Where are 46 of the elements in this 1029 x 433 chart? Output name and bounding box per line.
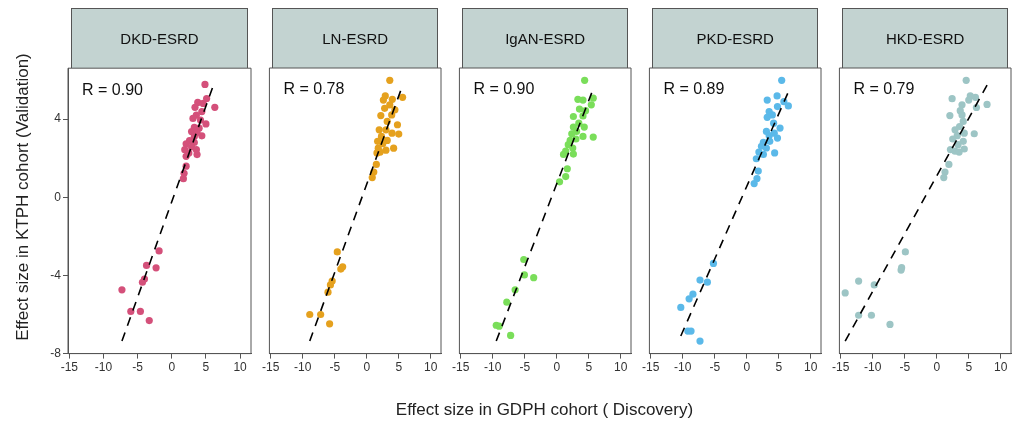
- x-tick-label: -15: [60, 360, 79, 375]
- chart-title: DKD-ESRD: [71, 8, 248, 68]
- x-tick-label: -15: [832, 360, 850, 375]
- x-tick-label: -5: [329, 360, 341, 375]
- x-tick-label: -5: [132, 360, 144, 375]
- chart-title: PKD-ESRD: [652, 8, 818, 68]
- x-tick-label: -5: [899, 360, 911, 375]
- x-tick-label: 10: [804, 360, 818, 375]
- x-tick-label: 0: [363, 360, 371, 375]
- annotation: R = 0.78: [283, 80, 345, 98]
- x-tick-label: 5: [202, 360, 210, 375]
- x-tick-label: 0: [933, 360, 941, 375]
- x-axis-title: Effect size in GDPH cohort ( Discovery): [394, 400, 695, 420]
- annotation: R = 0.90: [82, 80, 144, 98]
- x-tick-label: 5: [775, 360, 783, 375]
- x-tick-label: -10: [94, 360, 113, 375]
- y-tick-label: 4: [54, 111, 62, 126]
- x-tick-label: -15: [452, 360, 470, 375]
- x-tick-label: 10: [994, 360, 1008, 375]
- y-tick-label: 0: [54, 189, 62, 204]
- chart-title: IgAN-ESRD: [462, 8, 628, 68]
- annotation: R = 0.89: [663, 80, 725, 98]
- x-tick-label: 5: [395, 360, 403, 375]
- x-tick-label: -10: [864, 360, 882, 375]
- x-tick-label: -10: [674, 360, 692, 375]
- y-tick-label: -8: [50, 345, 62, 360]
- x-tick-label: 10: [614, 360, 628, 375]
- x-tick-label: -15: [642, 360, 660, 375]
- annotation: R = 0.79: [853, 80, 915, 98]
- annotation: R = 0.90: [473, 80, 535, 98]
- x-tick-label: 0: [553, 360, 561, 375]
- x-tick-label: 10: [233, 360, 248, 375]
- chart-title: LN-ESRD: [272, 8, 438, 68]
- x-tick-label: 5: [585, 360, 593, 375]
- x-tick-label: 0: [743, 360, 751, 375]
- x-tick-label: -10: [294, 360, 312, 375]
- x-tick-label: 0: [168, 360, 176, 375]
- x-tick-label: -10: [484, 360, 502, 375]
- x-tick-label: -5: [709, 360, 721, 375]
- y-axis-title: Effect size in KTPH cohort (Validation): [13, 53, 33, 341]
- x-tick-label: 5: [965, 360, 973, 375]
- y-tick-label: -4: [50, 267, 62, 282]
- x-tick-label: -5: [519, 360, 531, 375]
- x-tick-label: 10: [424, 360, 438, 375]
- chart-title: HKD-ESRD: [842, 8, 1008, 68]
- x-tick-label: -15: [262, 360, 280, 375]
